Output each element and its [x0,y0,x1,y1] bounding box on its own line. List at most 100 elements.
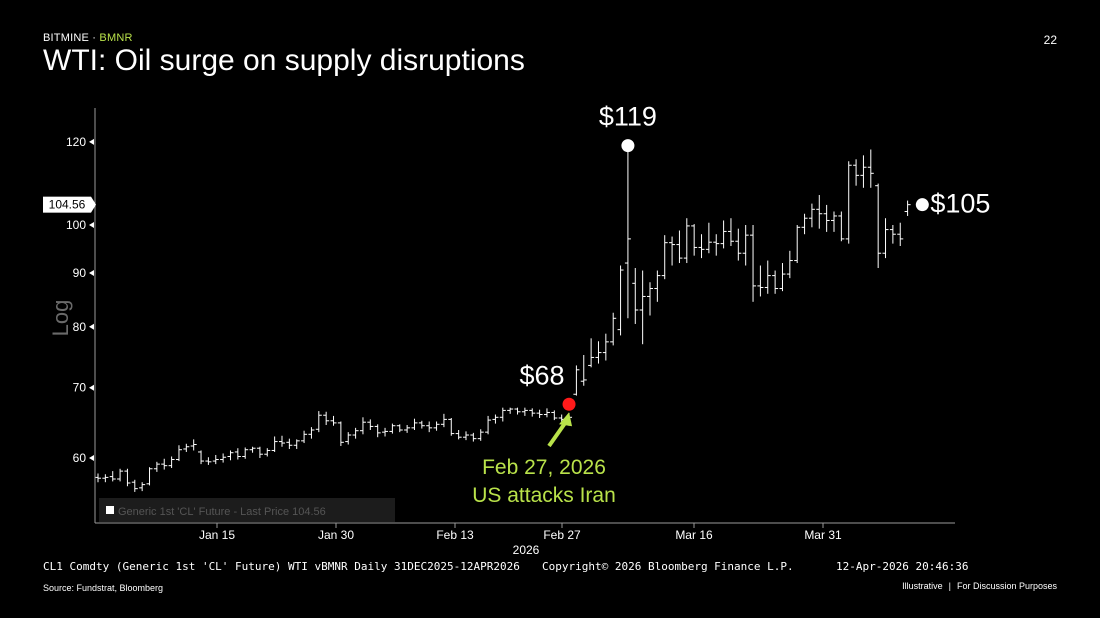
ohlc-bar [315,411,322,433]
ohlc-bar [661,235,668,280]
ohlc-bar [683,218,690,264]
ohlc-bar [463,431,469,441]
ohlc-bar [691,224,698,256]
ohlc-bar [279,435,285,447]
price-label: $119 [599,102,657,132]
ohlc-bar [242,447,249,459]
ohlc-bar [705,222,712,254]
ohlc-bar [492,414,499,424]
ohlc-bar [124,468,131,487]
ohlc-bar [256,446,263,458]
ohlc-bar [742,225,749,266]
ohlc-bar [867,149,874,188]
ohlc-bar [794,225,801,264]
ohlc-bar [889,225,896,244]
ohlc-bar [639,270,646,345]
ohlc-bar [323,411,330,426]
ohlc-bar [301,430,308,444]
y-tick-mark [89,138,94,145]
ohlc-bar [389,423,396,434]
ohlc-bar [624,145,631,319]
y-tick-label: 70 [73,381,87,395]
ohlc-bar [713,234,720,256]
ohlc-bar [271,436,278,452]
ohlc-bar [367,419,374,430]
brand-ticker: BMNR [99,32,133,44]
y-tick-label: 80 [73,320,87,334]
ohlc-bar [175,445,182,462]
ohlc-bar [536,409,543,418]
ohlc-bar [440,413,447,428]
ohlc-bar [234,448,241,460]
ohlc-bar [330,415,337,426]
ohlc-bar [411,418,418,430]
ohlc-bar [573,365,580,396]
ohlc-bar [904,200,911,216]
ohlc-bar [632,268,639,324]
ohlc-bar [95,473,101,483]
last-price-tag-label: 104.56 [49,198,86,212]
y-tick-label: 120 [66,135,86,149]
ohlc-bar [359,417,366,435]
event-description-label: US attacks Iran [472,484,616,507]
ohlc-bar [337,421,344,446]
ohlc-bar [382,427,389,437]
y-tick-label: 100 [66,218,86,232]
x-tick-label: Jan 15 [199,528,235,542]
disclaimer: Illustrative | For Discussion Purposes [902,581,1057,591]
ohlc-bar [595,341,602,364]
ohlc-bar [374,424,381,438]
ohlc-bar [647,282,653,316]
x-year-label: 2026 [513,543,540,557]
ohlc-bar [720,220,727,249]
ohlc-bar [448,417,455,436]
ohlc-bar [418,420,425,429]
ohlc-bar [764,260,771,294]
ohlc-bar [485,415,492,435]
legend-box [99,498,395,522]
ohlc-bar [831,211,837,232]
ohlc-bar [293,439,300,449]
ohlc-bar [838,211,845,242]
y-tick-mark [89,455,94,461]
ohlc-bar [308,427,315,439]
ohlc-bar [875,183,882,269]
copyright-text: Copyright© 2026 Bloomberg Finance L.P. [542,560,794,573]
ohlc-bar [816,194,823,229]
page-number: 22 [1043,33,1057,47]
y-tick-mark [89,323,94,330]
discussion-label: For Discussion Purposes [956,581,1057,591]
event-arrow-head [559,412,573,427]
ohlc-bar [772,270,779,294]
x-tick-label: Jan 30 [318,528,354,542]
price-label: $105 [930,189,990,219]
ohlc-bar [352,427,359,439]
ohlc-bar [654,270,661,302]
price-marker [915,198,929,212]
ohlc-bar [727,218,734,247]
brand-name: BITMINE [43,32,90,44]
event-date-label: Feb 27, 2026 [482,456,606,479]
ohlc-bar [735,228,742,261]
ohlc-bar [779,263,786,292]
ohlc-bar [139,482,146,492]
chart-caption: CL1 Comdty (Generic 1st 'CL' Future) WTI… [43,560,520,573]
ohlc-bar [249,446,256,453]
ohlc-bar [507,407,514,414]
ohlc-bar [227,450,234,461]
ohlc-bar [470,432,477,442]
ohlc-bar [102,474,109,483]
legend-label: Generic 1st 'CL' Future - Last Price 104… [118,506,326,518]
ohlc-bar [117,468,124,482]
ohlc-bar [212,454,219,465]
ohlc-bar [551,410,558,421]
ohlc-bar [853,159,860,186]
ohlc-bar [786,250,793,279]
ohlc-bar [404,425,411,433]
ohlc-bar [168,456,175,468]
ohlc-bar [543,408,550,418]
ohlc-bar [698,234,705,259]
source-note: Source: Fundstrat, Bloomberg [43,583,164,593]
y-tick-label: 60 [73,451,87,465]
